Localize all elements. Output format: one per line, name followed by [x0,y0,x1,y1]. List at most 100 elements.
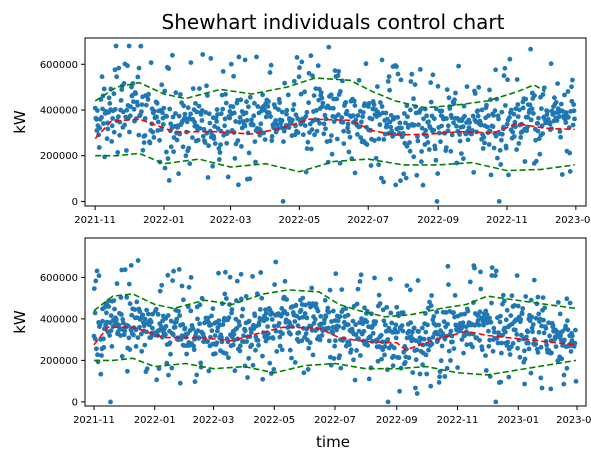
bottom-lower-control-limit [94,357,577,376]
top-data-point [235,138,241,143]
top-data-point [475,108,481,114]
top-data-point [223,100,229,106]
top-data-point [504,121,510,127]
top-data-point [239,144,244,149]
top-data-point [424,134,430,139]
bottom-data-point [555,358,561,364]
bottom-data-point [569,338,575,343]
bottom-data-point [489,273,495,278]
bottom-data-point [248,330,254,335]
bottom-data-point [284,297,289,302]
bottom-data-point [177,313,183,318]
top-data-point [160,110,165,116]
top-data-point [101,86,107,92]
bottom-data-point [542,305,548,311]
top-data-point [315,63,321,69]
bottom-data-point [450,339,455,345]
top-data-point [372,138,377,143]
top-data-point [345,121,351,127]
bottom-data-point [309,285,315,291]
top-data-point [375,84,380,89]
bottom-data-point [106,298,111,304]
top-data-point [186,145,192,151]
bottom-data-point [356,328,362,334]
top-data-point [498,162,504,167]
bottom-data-point [446,282,451,287]
top-x-tick-label: 2022-07 [347,215,389,226]
bottom-data-point [544,342,549,348]
bottom-data-point [382,344,388,349]
bottom-data-point [313,301,319,307]
top-data-point [415,134,420,139]
bottom-data-point [279,347,285,353]
top-data-point [293,112,299,118]
top-data-point [318,90,324,95]
bottom-data-point [289,355,294,361]
bottom-data-point [186,284,192,290]
top-data-point [220,106,226,112]
top-data-point [369,116,375,122]
bottom-data-point [380,339,385,345]
top-data-point [136,65,142,71]
bottom-data-point [330,308,336,314]
bottom-data-point [191,343,197,349]
bottom-data-point [177,380,183,386]
top-data-point [308,53,314,59]
top-data-point [298,91,304,97]
top-data-point [203,110,209,115]
top-data-point [327,138,333,144]
bottom-data-point [506,374,512,380]
bottom-data-point [318,313,324,319]
top-data-point [112,67,118,73]
top-data-point [106,95,112,101]
top-data-point [161,105,167,111]
bottom-data-point [548,386,554,392]
bottom-y-tick-label: 400000 [40,314,78,325]
top-data-point [291,78,297,84]
top-data-point [190,86,196,91]
bottom-data-point [220,322,226,327]
top-data-point [411,154,417,160]
top-data-point [244,99,249,105]
top-data-point [273,118,279,123]
top-x-tick-label: 2022-05 [278,215,320,226]
bottom-data-point [360,321,366,327]
top-data-point [416,122,421,128]
top-data-point [160,122,166,127]
bottom-data-point [472,265,477,271]
top-data-point [371,102,377,108]
bottom-data-point [379,356,384,362]
top-data-point [205,175,211,180]
bottom-data-point [232,368,238,374]
top-data-point [302,123,308,128]
bottom-data-point [250,362,256,368]
top-x-tick-label: 2022-11 [486,215,528,226]
top-data-point [269,138,275,144]
bottom-data-point [436,322,442,328]
bottom-data-point [114,281,120,287]
bottom-data-point [208,322,214,328]
top-data-point [346,129,351,135]
bottom-data-point [504,307,510,313]
top-data-point [454,123,459,129]
bottom-data-point [503,317,509,323]
bottom-data-point [239,313,245,319]
top-data-point [165,156,171,162]
top-data-point [554,118,560,123]
top-data-point [304,109,310,115]
top-data-point [419,149,424,154]
bottom-data-point [265,324,270,329]
top-data-point [164,114,170,119]
bottom-data-point [487,315,492,321]
bottom-data-point [255,338,261,343]
bottom-data-point [269,317,275,322]
bottom-data-point [184,351,190,357]
bottom-data-point [306,345,312,351]
top-data-point [237,119,242,125]
top-data-point [150,129,156,135]
top-center-line [94,118,575,140]
top-data-point [381,137,387,142]
top-data-point [112,106,118,112]
top-data-point [356,77,362,83]
bottom-data-point [518,317,524,322]
